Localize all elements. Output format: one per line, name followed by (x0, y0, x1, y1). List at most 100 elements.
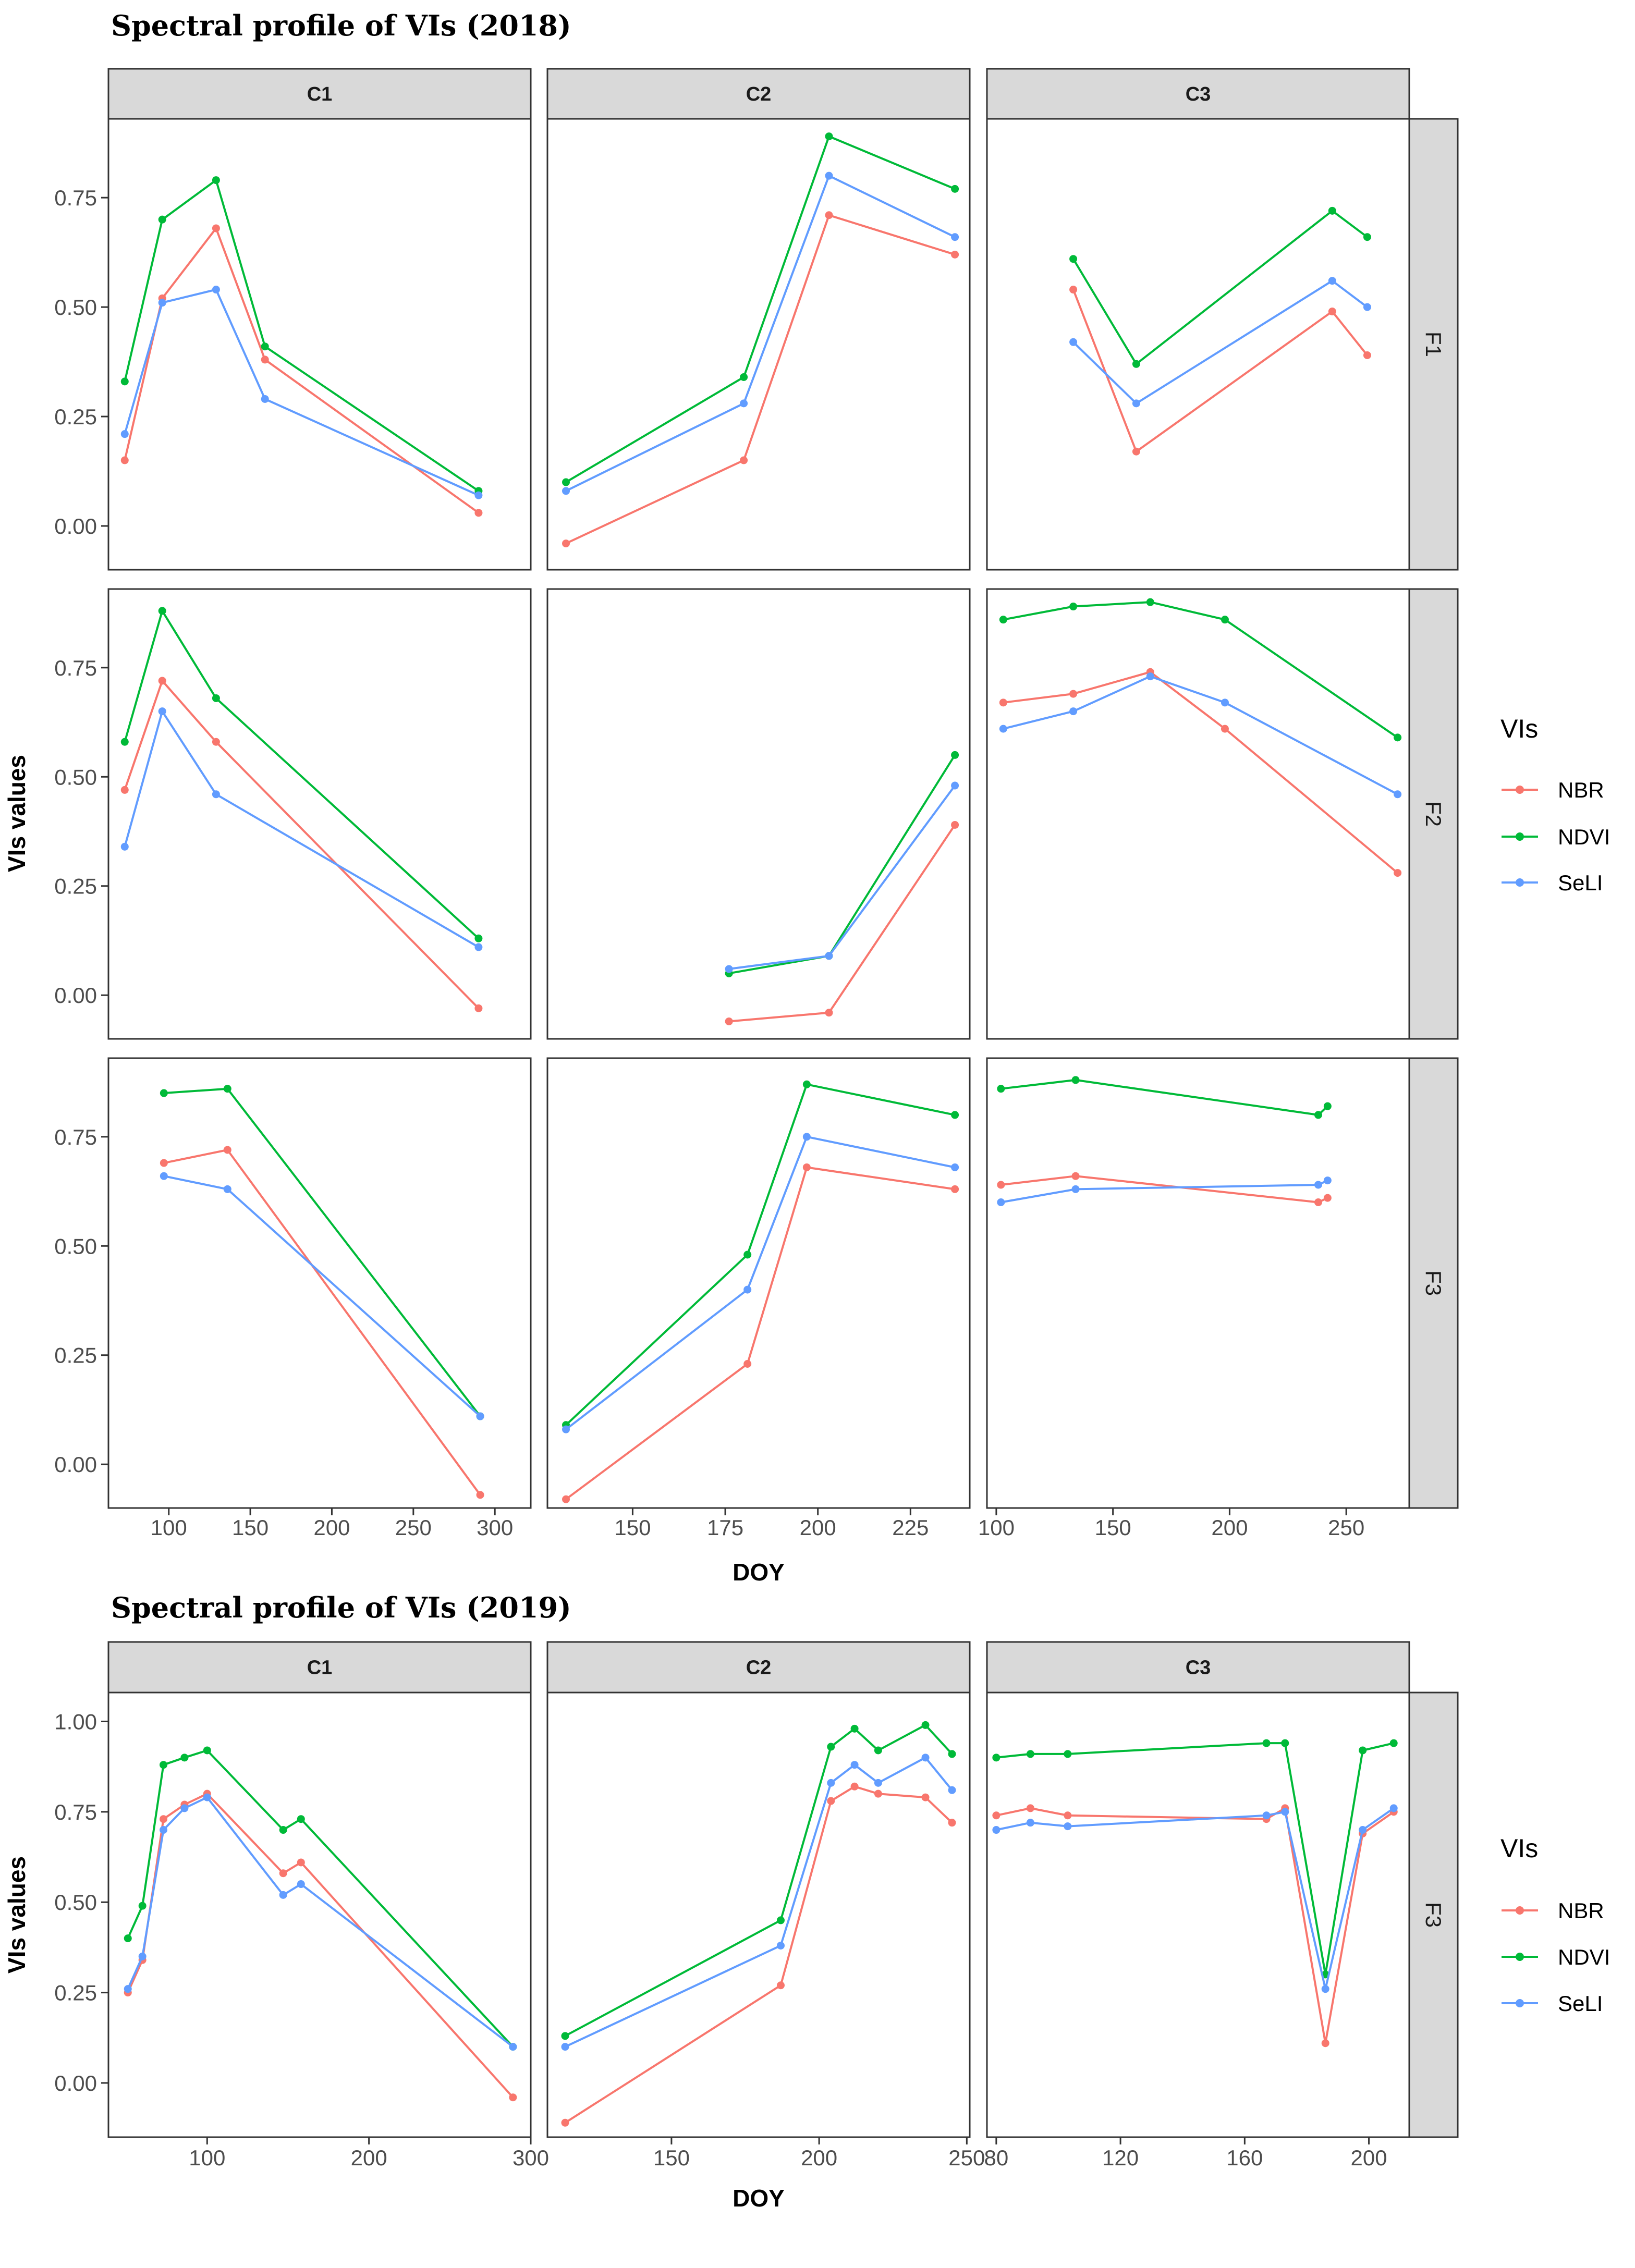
chart-2-x-tick-label: 200 (1351, 2146, 1387, 2170)
chart-2-point-SeLI (992, 1826, 1000, 1834)
chart-1-row-strip (1408, 118, 1459, 571)
chart-1-point-NBR (474, 1004, 483, 1012)
chart-2-col-strip-label: C3 (1186, 1657, 1211, 1679)
chart-1-point-SeLI (1314, 1181, 1322, 1189)
chart-2-row-strip (1408, 1691, 1459, 2138)
chart-1: Spectral profile of VIs (2018) C1 C2 C3 F1 F2… (3, 9, 1610, 1586)
chart-1-point-SeLI (1069, 338, 1078, 346)
chart-1-line-SeLI (565, 1135, 956, 1430)
chart-1-point-NBR (825, 211, 833, 219)
chart-1-point-NBR (261, 355, 269, 364)
chart-2-point-SeLI (776, 1941, 785, 1950)
chart-1-panel-border (107, 1057, 532, 1509)
chart-2-panel-C3-F3 (986, 1691, 1410, 2138)
chart-1-panel-C2-F3 (546, 1057, 971, 1509)
chart-2-point-NBR (874, 1789, 882, 1798)
chart-1-row-strip-label: F3 (1421, 1270, 1446, 1296)
chart-2-point-NDVI (874, 1746, 882, 1755)
chart-2-point-NBR (509, 2093, 517, 2102)
chart-2-panel-border (107, 1691, 532, 2138)
chart-1-x-tick-label: 250 (1328, 1515, 1364, 1540)
chart-2-point-NDVI (124, 1934, 132, 1943)
chart-1-point-NDVI (261, 342, 269, 351)
chart-1-point-NDVI (825, 132, 833, 141)
chart-2-panel-border (546, 1691, 971, 2138)
chart-1-legend-title: VIs (1500, 714, 1538, 743)
chart-1-line-NDVI (565, 1083, 956, 1426)
chart-2-point-NDVI (1281, 1739, 1289, 1747)
chart-1-point-NBR (1323, 1194, 1332, 1202)
chart-1-point-NBR (562, 540, 570, 548)
chart-2-panel-border (986, 1691, 1410, 2138)
chart-1-line-NDVI (1000, 1078, 1328, 1116)
chart-1-x-tick-label: 100 (978, 1515, 1015, 1540)
chart-1-point-SeLI (825, 171, 833, 180)
chart-1-point-SeLI (1323, 1176, 1332, 1185)
chart-2-point-NBR (1321, 2039, 1329, 2048)
chart-1-y-tick-label: 0.75 (54, 656, 97, 680)
chart-1-panel-C2-F2 (546, 588, 971, 1040)
chart-1-point-NBR (120, 456, 129, 464)
chart-1-panel-C3-F2 (986, 588, 1410, 1040)
chart-1-point-NDVI (562, 478, 570, 486)
chart-2-point-SeLI (138, 1952, 147, 1960)
chart-1-legend-label-NDVI: NDVI (1558, 825, 1610, 849)
chart-1-point-NDVI (212, 176, 220, 185)
chart-1-x-tick-label: 150 (1095, 1515, 1131, 1540)
chart-1-point-NBR (1071, 1172, 1080, 1180)
chart-1-panel-C1-F3 (107, 1057, 532, 1509)
chart-2-point-SeLI (874, 1779, 882, 1787)
chart-1-panel-border (546, 1057, 971, 1509)
chart-1-point-SeLI (476, 1412, 484, 1420)
chart-2-y-tick-label: 0.75 (54, 1800, 97, 1824)
chart-2-legend-label-NDVI: NDVI (1558, 1945, 1610, 1969)
chart-2: Spectral profile of VIs (2019) C1 C2 C3 F3 0.… (3, 1591, 1610, 2212)
chart-2-line-SeLI (996, 1807, 1395, 1990)
chart-2-point-NDVI (850, 1724, 859, 1733)
chart-1-y-tick-label: 0.50 (54, 1234, 97, 1258)
chart-2-point-NBR (279, 1869, 287, 1878)
chart-1-point-SeLI (158, 707, 166, 716)
chart-1-point-NBR (212, 224, 220, 232)
chart-1-point-SeLI (261, 395, 269, 403)
chart-2-point-SeLI (1064, 1822, 1072, 1831)
chart-1-x-tick-label: 225 (892, 1515, 929, 1540)
chart-1-line-NDVI (124, 609, 480, 939)
chart-2-point-NDVI (1026, 1750, 1034, 1758)
chart-2-point-SeLI (180, 1804, 189, 1812)
chart-2-point-SeLI (1281, 1808, 1289, 1816)
chart-2-point-SeLI (160, 1826, 168, 1834)
chart-1-col-strip (986, 68, 1410, 120)
chart-1-panel-border (107, 588, 532, 1040)
chart-1-x-tick-label: 175 (707, 1515, 743, 1540)
chart-2-point-SeLI (279, 1891, 287, 1899)
chart-1-point-SeLI (1146, 672, 1154, 681)
chart-2-point-SeLI (1359, 1826, 1367, 1834)
chart-1-point-NDVI (158, 607, 166, 615)
chart-2-panel-C1-F3 (107, 1691, 532, 2138)
chart-2-x-tick-label: 200 (351, 2146, 387, 2170)
chart-2-point-SeLI (948, 1786, 956, 1794)
chart-2-point-NBR (827, 1797, 835, 1805)
chart-1-y-tick-label: 0.25 (54, 1343, 97, 1368)
chart-2-point-NDVI (160, 1761, 168, 1769)
chart-1-x-tick-label: 300 (477, 1515, 513, 1540)
chart-2-point-NDVI (776, 1916, 785, 1924)
chart-1-y-tick-label: 0.75 (54, 1125, 97, 1149)
chart-1-x-tick-label: 250 (395, 1515, 432, 1540)
chart-1-point-SeLI (212, 286, 220, 294)
chart-1-point-NBR (562, 1495, 570, 1503)
chart-1-point-NDVI (1314, 1111, 1322, 1119)
chart-1-col-strip-label: C2 (746, 83, 772, 105)
chart-2-point-NDVI (279, 1826, 287, 1834)
chart-2-point-SeLI (921, 1754, 930, 1762)
chart-1-point-SeLI (1363, 303, 1371, 311)
chart-2-x-tick-label: 100 (189, 2146, 225, 2170)
chart-2-point-SeLI (1026, 1819, 1034, 1827)
chart-1-point-NBR (951, 820, 959, 829)
chart-1-point-NBR (1363, 351, 1371, 359)
chart-2-x-tick-label: 80 (984, 2146, 1009, 2170)
chart-1-point-NDVI (1394, 733, 1402, 742)
chart-1-y-tick-label: 0.00 (54, 1452, 97, 1477)
chart-1-point-NDVI (1146, 598, 1154, 606)
